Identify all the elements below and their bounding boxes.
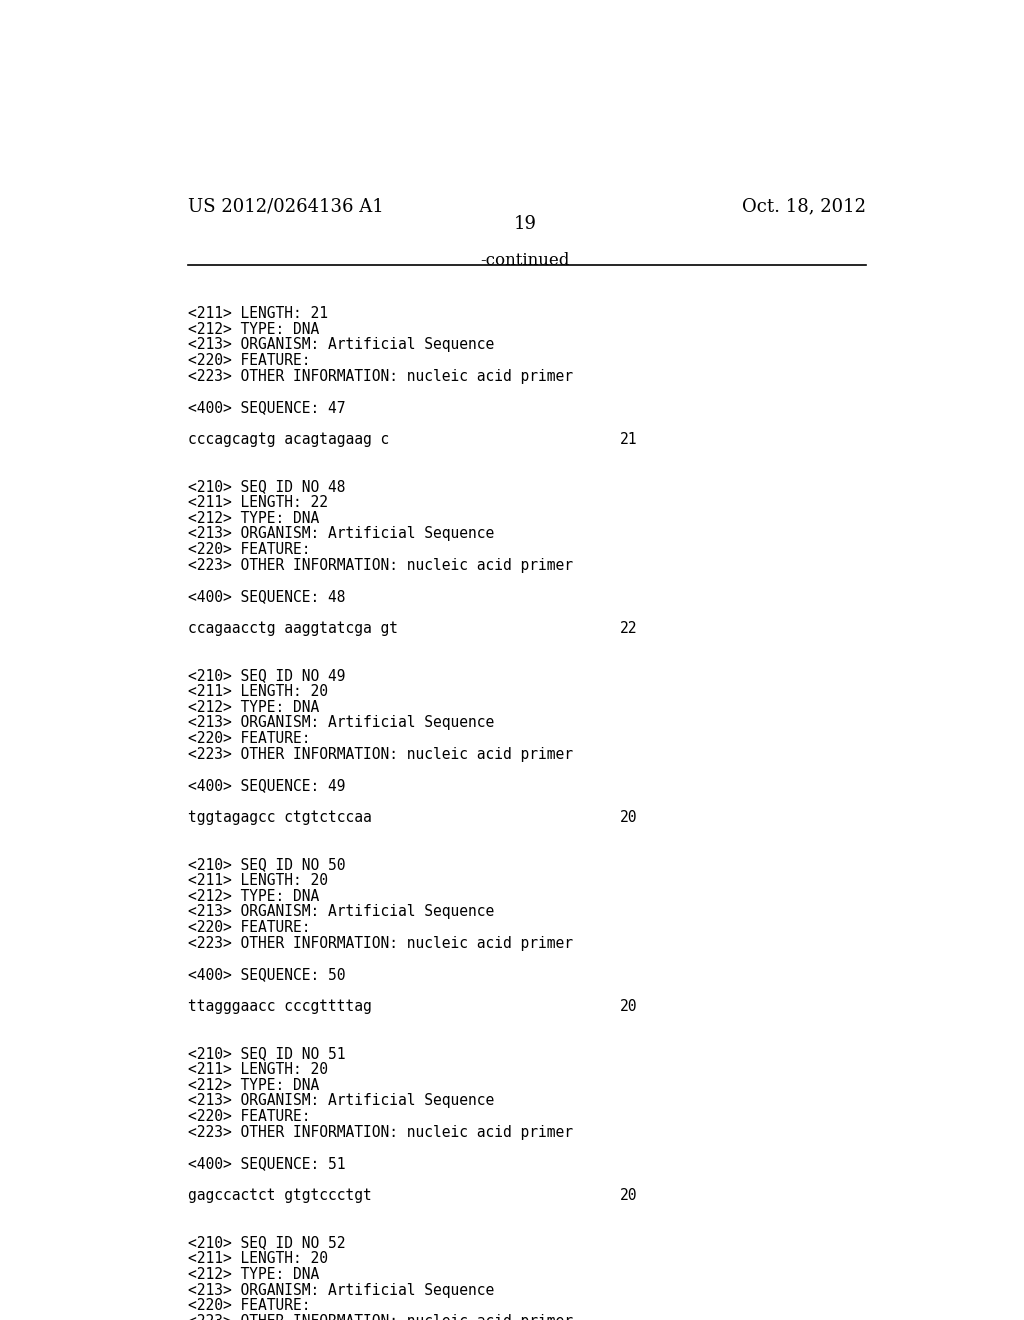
Text: <400> SEQUENCE: 50: <400> SEQUENCE: 50: [187, 968, 345, 982]
Text: <400> SEQUENCE: 51: <400> SEQUENCE: 51: [187, 1156, 345, 1172]
Text: <212> TYPE: DNA: <212> TYPE: DNA: [187, 888, 318, 904]
Text: <400> SEQUENCE: 48: <400> SEQUENCE: 48: [187, 589, 345, 605]
Text: cccagcagtg acagtagaag c: cccagcagtg acagtagaag c: [187, 432, 389, 446]
Text: US 2012/0264136 A1: US 2012/0264136 A1: [187, 197, 383, 215]
Text: <223> OTHER INFORMATION: nucleic acid primer: <223> OTHER INFORMATION: nucleic acid pr…: [187, 368, 572, 384]
Text: <220> FEATURE:: <220> FEATURE:: [187, 543, 310, 557]
Text: <213> ORGANISM: Artificial Sequence: <213> ORGANISM: Artificial Sequence: [187, 715, 494, 730]
Text: Oct. 18, 2012: Oct. 18, 2012: [742, 197, 866, 215]
Text: <211> LENGTH: 20: <211> LENGTH: 20: [187, 1251, 328, 1266]
Text: <223> OTHER INFORMATION: nucleic acid primer: <223> OTHER INFORMATION: nucleic acid pr…: [187, 936, 572, 950]
Text: <211> LENGTH: 20: <211> LENGTH: 20: [187, 684, 328, 698]
Text: <213> ORGANISM: Artificial Sequence: <213> ORGANISM: Artificial Sequence: [187, 338, 494, 352]
Text: <220> FEATURE:: <220> FEATURE:: [187, 731, 310, 746]
Text: <220> FEATURE:: <220> FEATURE:: [187, 1299, 310, 1313]
Text: 22: 22: [620, 620, 638, 636]
Text: <223> OTHER INFORMATION: nucleic acid primer: <223> OTHER INFORMATION: nucleic acid pr…: [187, 747, 572, 762]
Text: <213> ORGANISM: Artificial Sequence: <213> ORGANISM: Artificial Sequence: [187, 527, 494, 541]
Text: <223> OTHER INFORMATION: nucleic acid primer: <223> OTHER INFORMATION: nucleic acid pr…: [187, 558, 572, 573]
Text: 19: 19: [513, 215, 537, 234]
Text: gagccactct gtgtccctgt: gagccactct gtgtccctgt: [187, 1188, 372, 1203]
Text: -continued: -continued: [480, 252, 569, 269]
Text: <212> TYPE: DNA: <212> TYPE: DNA: [187, 1267, 318, 1282]
Text: 20: 20: [620, 810, 638, 825]
Text: <223> OTHER INFORMATION: nucleic acid primer: <223> OTHER INFORMATION: nucleic acid pr…: [187, 1313, 572, 1320]
Text: 20: 20: [620, 999, 638, 1014]
Text: ccagaacctg aaggtatcga gt: ccagaacctg aaggtatcga gt: [187, 620, 397, 636]
Text: <210> SEQ ID NO 48: <210> SEQ ID NO 48: [187, 479, 345, 494]
Text: ttagggaacc cccgttttag: ttagggaacc cccgttttag: [187, 999, 372, 1014]
Text: <212> TYPE: DNA: <212> TYPE: DNA: [187, 1077, 318, 1093]
Text: <211> LENGTH: 22: <211> LENGTH: 22: [187, 495, 328, 510]
Text: <212> TYPE: DNA: <212> TYPE: DNA: [187, 511, 318, 525]
Text: <210> SEQ ID NO 52: <210> SEQ ID NO 52: [187, 1236, 345, 1250]
Text: <213> ORGANISM: Artificial Sequence: <213> ORGANISM: Artificial Sequence: [187, 904, 494, 920]
Text: <210> SEQ ID NO 49: <210> SEQ ID NO 49: [187, 668, 345, 684]
Text: <213> ORGANISM: Artificial Sequence: <213> ORGANISM: Artificial Sequence: [187, 1283, 494, 1298]
Text: <211> LENGTH: 20: <211> LENGTH: 20: [187, 873, 328, 888]
Text: <400> SEQUENCE: 49: <400> SEQUENCE: 49: [187, 779, 345, 793]
Text: <211> LENGTH: 20: <211> LENGTH: 20: [187, 1063, 328, 1077]
Text: <220> FEATURE:: <220> FEATURE:: [187, 352, 310, 368]
Text: tggtagagcc ctgtctccaa: tggtagagcc ctgtctccaa: [187, 810, 372, 825]
Text: <212> TYPE: DNA: <212> TYPE: DNA: [187, 322, 318, 337]
Text: <212> TYPE: DNA: <212> TYPE: DNA: [187, 700, 318, 714]
Text: <213> ORGANISM: Artificial Sequence: <213> ORGANISM: Artificial Sequence: [187, 1093, 494, 1109]
Text: <220> FEATURE:: <220> FEATURE:: [187, 920, 310, 935]
Text: 21: 21: [620, 432, 638, 446]
Text: <223> OTHER INFORMATION: nucleic acid primer: <223> OTHER INFORMATION: nucleic acid pr…: [187, 1125, 572, 1140]
Text: <400> SEQUENCE: 47: <400> SEQUENCE: 47: [187, 400, 345, 416]
Text: <220> FEATURE:: <220> FEATURE:: [187, 1109, 310, 1125]
Text: <210> SEQ ID NO 51: <210> SEQ ID NO 51: [187, 1047, 345, 1061]
Text: <210> SEQ ID NO 50: <210> SEQ ID NO 50: [187, 857, 345, 873]
Text: <211> LENGTH: 21: <211> LENGTH: 21: [187, 306, 328, 321]
Text: 20: 20: [620, 1188, 638, 1203]
